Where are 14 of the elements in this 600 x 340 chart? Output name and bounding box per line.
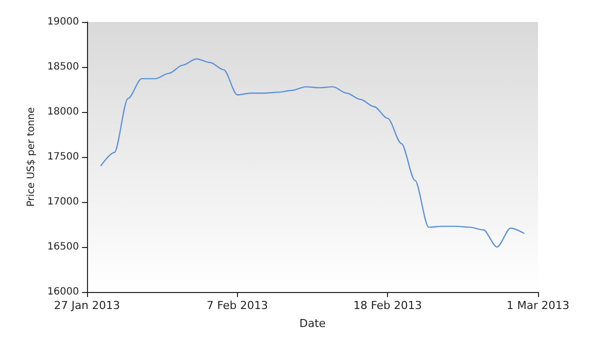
y-tick-label: 16000 xyxy=(47,286,79,298)
y-axis-title: Price US$ per tonne xyxy=(26,107,37,207)
x-tick-label: 1 Mar 2013 xyxy=(506,299,570,312)
y-tick-label: 18000 xyxy=(47,106,79,118)
x-axis-title: Date xyxy=(299,317,326,330)
y-tick-label: 16500 xyxy=(47,242,79,252)
y-tick-label: 19000 xyxy=(47,16,79,28)
x-tick-label: 7 Feb 2013 xyxy=(206,299,268,312)
x-tick-label: 18 Feb 2013 xyxy=(353,299,422,312)
line-series xyxy=(100,58,525,248)
x-tick-label: 27 Jan 2013 xyxy=(54,299,120,312)
y-tick-label: 17500 xyxy=(47,152,79,162)
y-tick-label: 18500 xyxy=(47,62,79,72)
y-tick-label: 17000 xyxy=(47,196,79,208)
